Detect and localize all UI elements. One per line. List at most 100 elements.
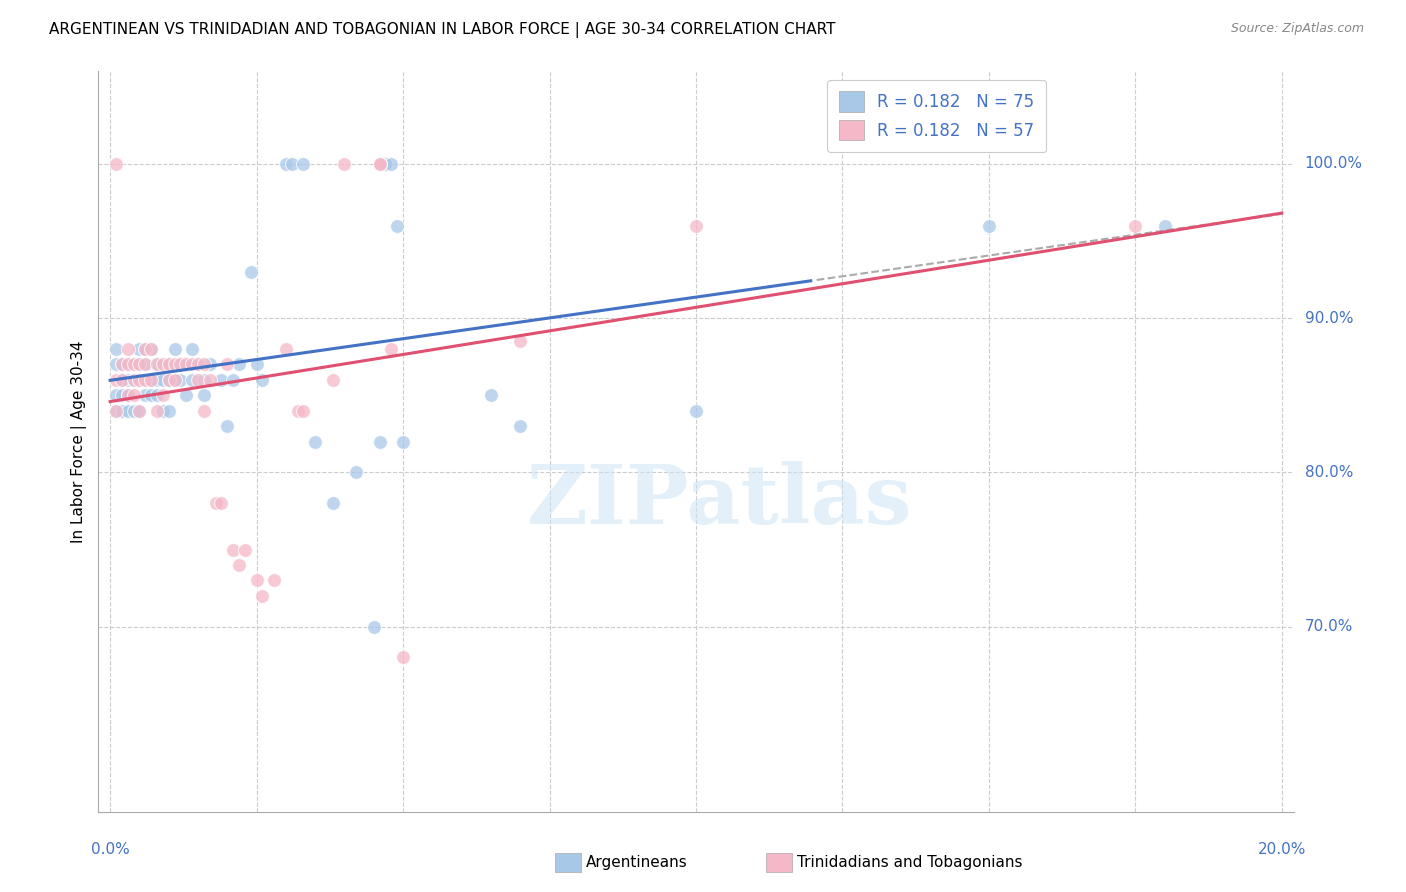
Point (111, 358, 134, 372)
Point (134, 358, 156, 372)
Point (292, 403, 315, 417)
Point (368, 157, 391, 171)
Text: Trinidadians and Tobagonians: Trinidadians and Tobagonians (797, 855, 1022, 870)
Point (111, 403, 134, 417)
Point (1125, 219, 1147, 233)
Point (368, 157, 391, 171)
Point (157, 403, 180, 417)
Point (117, 388, 139, 402)
Point (141, 373, 163, 387)
Point (217, 419, 239, 434)
Point (233, 542, 256, 557)
Point (111, 373, 134, 387)
Point (181, 342, 204, 356)
Point (333, 157, 356, 171)
Point (374, 157, 396, 171)
Point (509, 334, 531, 349)
Text: ZIPatlas: ZIPatlas (527, 461, 912, 541)
Text: 20.0%: 20.0% (1257, 842, 1306, 857)
Text: ARGENTINEAN VS TRINIDADIAN AND TOBAGONIAN IN LABOR FORCE | AGE 30-34 CORRELATION: ARGENTINEAN VS TRINIDADIAN AND TOBAGONIA… (49, 22, 835, 38)
Legend: R = 0.182   N = 75, R = 0.182   N = 57: R = 0.182 N = 75, R = 0.182 N = 57 (827, 79, 1046, 152)
Point (117, 342, 139, 356)
Point (141, 342, 163, 356)
Point (211, 496, 233, 510)
Point (105, 373, 128, 387)
Point (263, 574, 285, 588)
Point (228, 358, 250, 372)
Point (111, 373, 134, 387)
Point (141, 388, 163, 402)
Point (163, 373, 186, 387)
Point (287, 403, 309, 417)
Point (152, 373, 174, 387)
Point (163, 342, 186, 356)
Point (122, 373, 145, 387)
Point (380, 342, 402, 356)
Point (479, 388, 502, 402)
Point (274, 342, 297, 356)
Text: Argentineans: Argentineans (586, 855, 688, 870)
Point (187, 358, 209, 372)
Point (363, 620, 385, 634)
Point (157, 373, 180, 387)
Text: 100.0%: 100.0% (1305, 156, 1362, 171)
Point (392, 650, 415, 665)
Text: Source: ZipAtlas.com: Source: ZipAtlas.com (1230, 22, 1364, 36)
Point (193, 403, 215, 417)
Point (157, 358, 180, 372)
Point (304, 434, 326, 449)
Point (169, 373, 191, 387)
Point (228, 558, 250, 572)
Text: 70.0%: 70.0% (1305, 619, 1353, 634)
Point (111, 388, 134, 402)
Point (193, 373, 215, 387)
Point (169, 358, 191, 372)
Point (169, 358, 191, 372)
Point (105, 403, 128, 417)
Point (128, 373, 150, 387)
Point (146, 373, 169, 387)
Point (122, 388, 145, 402)
Point (117, 358, 139, 372)
Point (222, 373, 245, 387)
Point (128, 358, 150, 372)
Point (146, 358, 169, 372)
Point (368, 157, 391, 171)
Point (128, 403, 150, 417)
Point (157, 373, 180, 387)
Point (246, 574, 269, 588)
Point (252, 373, 274, 387)
Point (152, 403, 174, 417)
Point (211, 373, 233, 387)
Point (385, 219, 409, 233)
Point (977, 219, 1000, 233)
Point (105, 403, 128, 417)
Point (222, 542, 245, 557)
Point (152, 358, 174, 372)
Point (134, 373, 156, 387)
Point (146, 358, 169, 372)
Point (111, 358, 134, 372)
Point (281, 157, 304, 171)
Point (111, 373, 134, 387)
Point (187, 373, 209, 387)
Point (122, 373, 145, 387)
Point (117, 388, 139, 402)
Point (146, 388, 169, 402)
Point (105, 342, 128, 356)
Point (105, 157, 128, 171)
Point (1153, 219, 1175, 233)
Point (152, 388, 174, 402)
Point (128, 403, 150, 417)
Point (292, 157, 315, 171)
Point (204, 496, 226, 510)
Point (122, 373, 145, 387)
Point (246, 358, 269, 372)
Point (146, 403, 169, 417)
Point (374, 157, 396, 171)
Point (134, 342, 156, 356)
Point (344, 466, 367, 480)
Point (134, 342, 156, 356)
Point (105, 388, 128, 402)
Text: 80.0%: 80.0% (1305, 465, 1353, 480)
